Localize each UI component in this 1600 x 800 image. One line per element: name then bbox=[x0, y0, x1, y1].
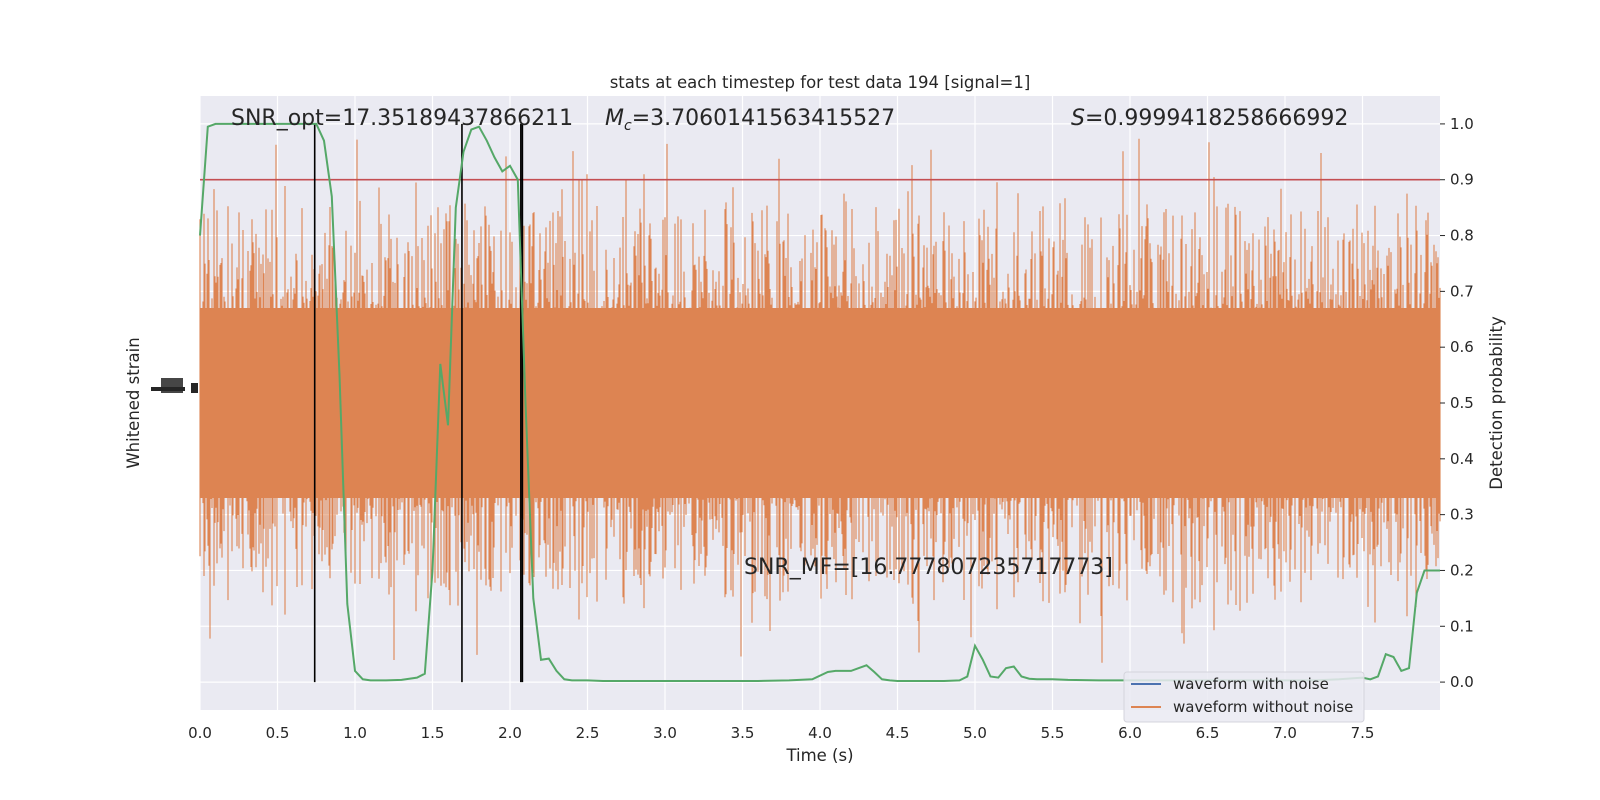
x-tick-label-2: 1.0 bbox=[343, 724, 367, 742]
legend-label-without-noise: waveform without noise bbox=[1173, 698, 1353, 716]
annotation-chirp-mass: Mc=3.7060141563415527 bbox=[605, 106, 895, 134]
x-tick-label-0: 0.0 bbox=[188, 724, 212, 742]
y-tick-label-1: 0.1 bbox=[1450, 617, 1474, 635]
strain-series-without-noise bbox=[199, 138, 1441, 663]
x-tick-label-12: 6.0 bbox=[1118, 724, 1142, 742]
x-tick-label-11: 5.5 bbox=[1041, 724, 1065, 742]
y-tick-label-10: 1.0 bbox=[1450, 115, 1474, 133]
x-tick-label-8: 4.0 bbox=[808, 724, 832, 742]
x-tick-label-3: 1.5 bbox=[421, 724, 445, 742]
x-tick-label-6: 3.0 bbox=[653, 724, 677, 742]
y-tick-label-9: 0.9 bbox=[1450, 171, 1474, 189]
y-tick-label-0: 0.0 bbox=[1450, 673, 1474, 691]
y-tick-label-2: 0.2 bbox=[1450, 561, 1474, 579]
x-tick-label-5: 2.5 bbox=[576, 724, 600, 742]
left-axis-ticks bbox=[151, 378, 198, 393]
y-tick-label-6: 0.6 bbox=[1450, 338, 1474, 356]
chart-title: stats at each timestep for test data 194… bbox=[610, 73, 1031, 92]
legend-box bbox=[1123, 671, 1365, 723]
legend-label-with-noise: waveform with noise bbox=[1173, 675, 1329, 693]
y-tick-label-4: 0.4 bbox=[1450, 450, 1474, 468]
x-tick-label-7: 3.5 bbox=[731, 724, 755, 742]
x-tick-label-13: 6.5 bbox=[1196, 724, 1220, 742]
y-tick-label-7: 0.7 bbox=[1450, 282, 1474, 300]
annotation-snr-mf: SNR_MF=[16.777807235717773] bbox=[744, 555, 1113, 580]
y-tick-label-8: 0.8 bbox=[1450, 227, 1474, 245]
x-tick-label-14: 7.0 bbox=[1273, 724, 1297, 742]
x-tick-label-1: 0.5 bbox=[266, 724, 290, 742]
x-axis-ticks: 0.0 0.5 1.0 1.5 2.0 2.5 3.0 3.5 4.0 4.5 5.0 5.5 6.0 6… bbox=[188, 724, 1374, 742]
y-axis-label-right: Detection probability bbox=[1487, 316, 1506, 490]
right-axis-ticks: 0.0 0.1 0.2 0.3 0.4 0.5 0.6 0.7 0.8 0.9 1.0 bbox=[1440, 115, 1474, 691]
x-tick-label-9: 4.5 bbox=[886, 724, 910, 742]
x-tick-label-15: 7.5 bbox=[1351, 724, 1375, 742]
vertical-marker-layer bbox=[313, 123, 524, 683]
x-tick-label-4: 2.0 bbox=[498, 724, 522, 742]
y-axis-label-left: Whitened strain bbox=[124, 337, 143, 468]
x-axis-label: Time (s) bbox=[785, 746, 853, 765]
x-tick-label-10: 5.0 bbox=[963, 724, 987, 742]
strain-series-layer bbox=[199, 138, 1441, 663]
y-tick-label-5: 0.5 bbox=[1450, 394, 1474, 412]
legend: waveform with noise waveform without noi… bbox=[1123, 671, 1365, 723]
y-tick-label-3: 0.3 bbox=[1450, 506, 1474, 524]
annotation-snr-opt: SNR_opt=17.35189437866211 bbox=[231, 106, 573, 131]
annotation-s: S=0.9999418258666992 bbox=[1071, 106, 1348, 131]
